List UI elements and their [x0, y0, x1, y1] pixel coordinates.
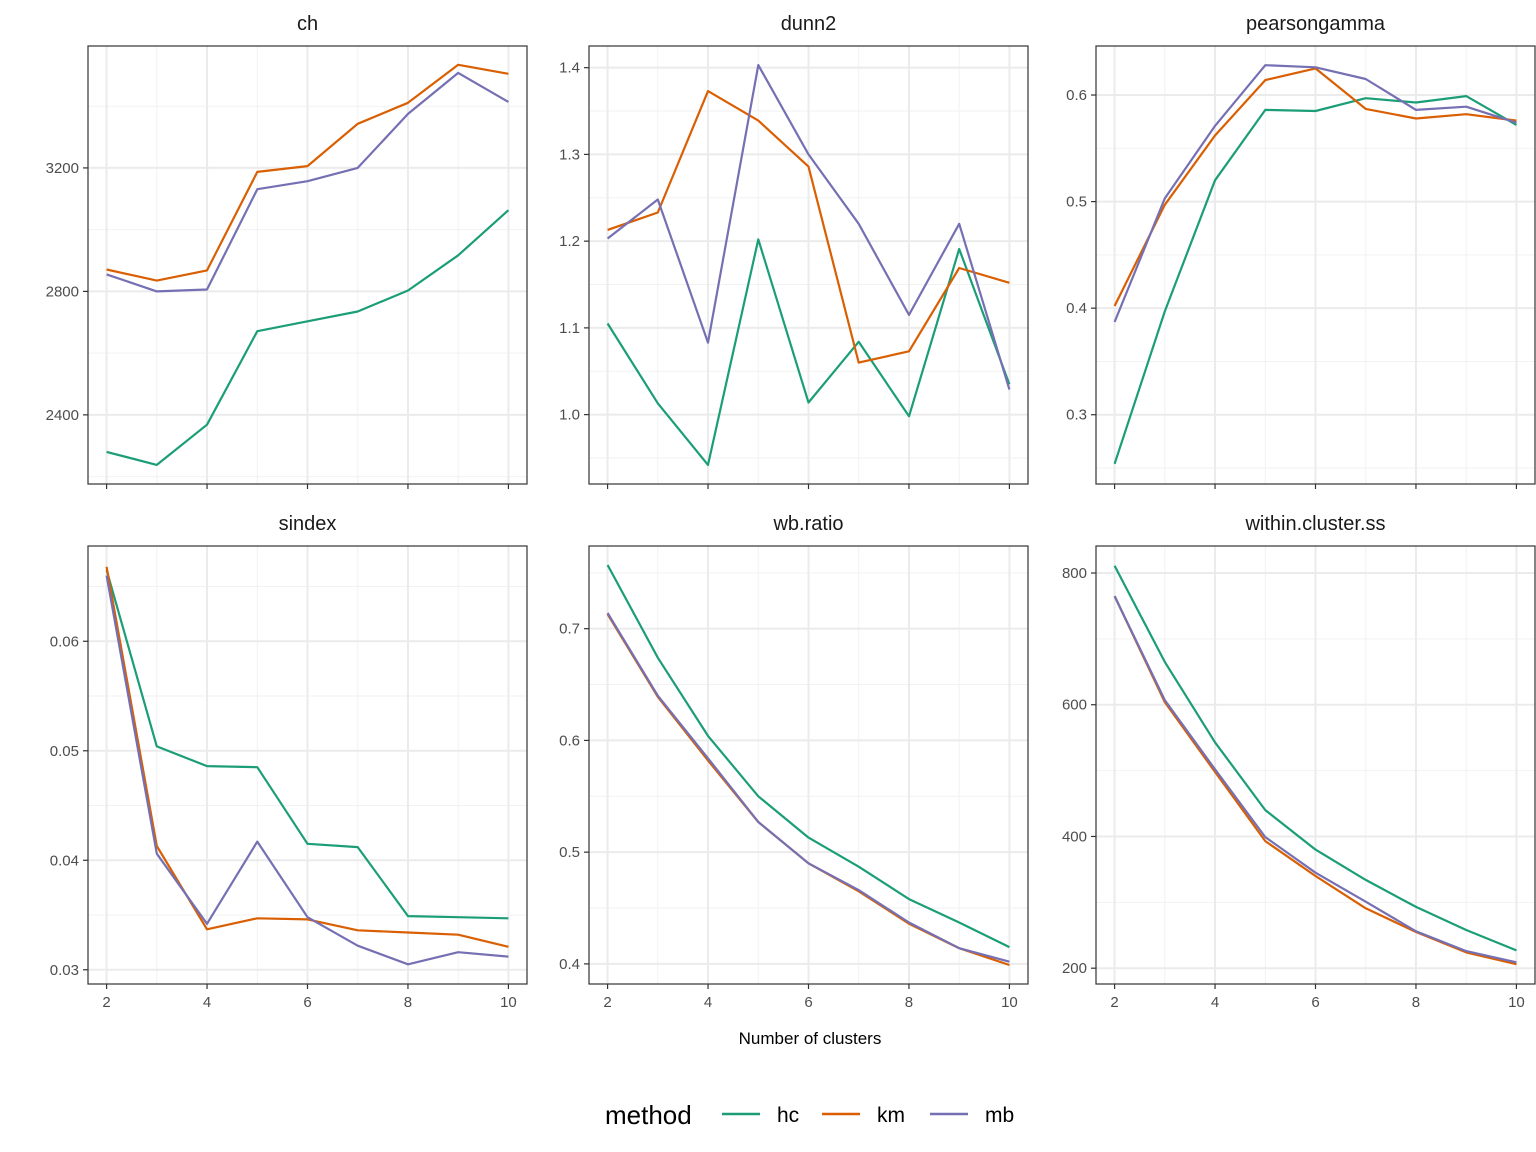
y-tick-label: 0.04 [50, 852, 79, 869]
series-line-mb [606, 612, 1010, 963]
y-tick-label: 1.2 [559, 233, 580, 250]
legend: method hc km mb [605, 1100, 1014, 1130]
y-tick-label: 1.0 [559, 407, 580, 424]
panel-sindex: sindex 0.03 0.04 0.05 0.06 2 4 6 8 10 [50, 513, 528, 1011]
y-tick-label: 400 [1062, 828, 1087, 845]
y-tick-label: 0.6 [1066, 87, 1087, 104]
x-tick-label: 10 [1508, 994, 1525, 1011]
x-tick-label: 4 [704, 994, 712, 1011]
x-tick-label: 10 [1001, 994, 1018, 1011]
x-tick-label: 8 [1412, 994, 1420, 1011]
panel-within-cluster-ss: within.cluster.ss 200 400 600 800 2 4 6 8 10 [1062, 513, 1536, 1011]
y-tick-label: 3200 [46, 160, 79, 177]
series-line-hc [606, 564, 1010, 949]
y-tick-label: 200 [1062, 960, 1087, 977]
series-line-hc [106, 209, 510, 466]
series-line-km [105, 566, 509, 948]
x-tick-label: 4 [1211, 994, 1219, 1011]
y-tick-label: 1.3 [559, 146, 580, 163]
series-line-mb [1113, 64, 1517, 323]
legend-item-km: km [822, 1104, 905, 1127]
series-line-mb [105, 575, 509, 966]
panel-pearsongamma: pearsongamma 0.3 0.4 0.5 0.6 [1066, 13, 1536, 489]
series-line-mb [1113, 595, 1517, 964]
panel-ch: ch 2400 2800 3200 [46, 13, 528, 489]
series-line-hc [606, 238, 1011, 466]
legend-label: mb [985, 1104, 1014, 1127]
x-tick-label: 2 [102, 994, 110, 1011]
legend-item-mb: mb [930, 1104, 1014, 1127]
y-tick-label: 0.4 [559, 956, 580, 973]
y-tick-label: 0.03 [50, 962, 79, 979]
x-tick-label: 8 [905, 994, 913, 1011]
panel-title: within.cluster.ss [1244, 513, 1385, 535]
x-tick-label: 6 [804, 994, 812, 1011]
x-tick-label: 8 [404, 994, 412, 1011]
series-line-km [106, 63, 509, 282]
y-tick-label: 0.5 [559, 844, 580, 861]
panel-wb-ratio: wb.ratio 0.4 0.5 0.6 0.7 2 4 6 8 10 [559, 513, 1029, 1011]
panel-title: ch [297, 13, 318, 35]
y-tick-label: 1.1 [559, 320, 580, 337]
legend-title: method [605, 1100, 692, 1130]
x-tick-label: 2 [603, 994, 611, 1011]
y-tick-label: 800 [1062, 565, 1087, 582]
x-tick-label: 2 [1110, 994, 1118, 1011]
y-tick-label: 0.3 [1066, 407, 1087, 424]
panel-title: pearsongamma [1246, 13, 1386, 35]
series-line-hc [105, 569, 509, 920]
x-tick-label: 6 [303, 994, 311, 1011]
y-tick-label: 600 [1062, 697, 1087, 714]
y-tick-label: 0.6 [559, 732, 580, 749]
y-tick-label: 0.4 [1066, 300, 1087, 317]
series-line-hc [1113, 94, 1517, 465]
legend-label: km [877, 1104, 905, 1127]
y-tick-label: 1.4 [559, 60, 580, 77]
y-tick-label: 2400 [46, 407, 79, 424]
series-line-hc [1113, 565, 1517, 952]
panel-title: dunn2 [781, 13, 837, 35]
x-tick-label: 6 [1311, 994, 1319, 1011]
panel-dunn2: dunn2 1.0 1.1 1.2 1.3 1.4 [559, 13, 1029, 489]
series-line-mb [106, 71, 509, 293]
panel-title: sindex [279, 513, 337, 535]
x-tick-label: 4 [203, 994, 211, 1011]
panel-title: wb.ratio [772, 513, 843, 535]
y-tick-label: 0.7 [559, 621, 580, 638]
x-axis-label: Number of clusters [739, 1029, 882, 1048]
y-tick-label: 0.05 [50, 743, 79, 760]
legend-item-hc: hc [722, 1104, 799, 1127]
y-tick-label: 0.5 [1066, 194, 1087, 211]
x-tick-label: 10 [500, 994, 517, 1011]
y-tick-label: 0.06 [50, 633, 79, 650]
y-tick-label: 2800 [46, 283, 79, 300]
legend-label: hc [777, 1104, 799, 1127]
series-line-km [607, 89, 1010, 364]
series-line-mb [606, 63, 1011, 390]
